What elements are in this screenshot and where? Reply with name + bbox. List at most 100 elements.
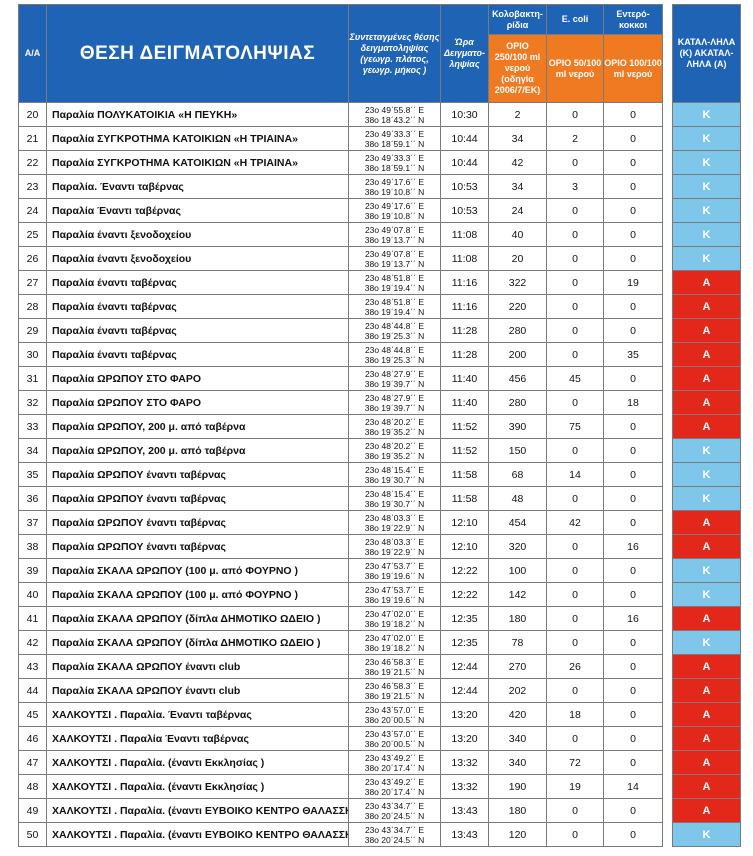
coliforms: 456 — [488, 366, 547, 391]
coordinate: 23ο 46΄58.3΄΄ Ε — [364, 656, 425, 667]
coords: 23ο 46΄58.3΄΄ Ε 38ο 19΄21.5΄΄ Ν — [348, 654, 441, 679]
enterococci: 0 — [603, 126, 663, 151]
coordinate: 23ο 47΄02.0΄΄ Ε — [364, 632, 425, 643]
enterococci: 35 — [603, 342, 663, 367]
coords: 23ο 49΄55.8΄΄ Ε 38ο 18΄43.2΄΄ Ν — [348, 102, 441, 127]
enterococci: 0 — [603, 798, 663, 823]
header-coliforms-limit: ΟΡΙΟ 250/100 ml νερού (οδηγία 2006/7/ΕΚ) — [488, 34, 547, 103]
enterococci: 16 — [603, 534, 663, 559]
coordinate: 38ο 19΄35.2΄΄ Ν — [364, 426, 425, 437]
row-index: 37 — [18, 510, 47, 535]
coords: 23ο 49΄33.3΄΄ Ε 38ο 18΄59.1΄΄ Ν — [348, 126, 441, 151]
row: 41 Παραλία ΣΚΑΛΑ ΩΡΩΠΟΥ (δίπλα ΔΗΜΟΤΙΚΟ Ω… — [18, 606, 741, 631]
enterococci: 0 — [603, 486, 663, 511]
row-index: 22 — [18, 150, 47, 175]
coordinate: 38ο 19΄21.5΄΄ Ν — [364, 666, 425, 677]
time: 12:10 — [440, 510, 489, 535]
coords: 23ο 49΄33.3΄΄ Ε 38ο 18΄59.1΄΄ Ν — [348, 150, 441, 175]
row: 43 Παραλία ΣΚΑΛΑ ΩΡΩΠΟΥ έναντι club 23ο 46… — [18, 654, 741, 679]
coliforms: 280 — [488, 390, 547, 415]
result: Κ — [672, 126, 741, 151]
place: Παραλία ΣΚΑΛΑ ΩΡΩΠΟΥ έναντι club — [46, 654, 349, 679]
coordinate: 23ο 43΄34.7΄΄ Ε — [364, 824, 425, 835]
header-coliforms: Κολοβακτη-ρίδια — [488, 4, 547, 35]
result: Α — [672, 774, 741, 799]
coords: 23ο 43΄49.2΄΄ Ε 38ο 20΄17.4΄΄ Ν — [348, 750, 441, 775]
table-header: Α/Α ΘΕΣΗ ΔΕΙΓΜΑΤΟΛΗΨΙΑΣ Συντεταγμένες θέ… — [18, 4, 741, 103]
coords: 23ο 48΄20.2΄΄ Ε 38ο 19΄35.2΄΄ Ν — [348, 414, 441, 439]
ecoli: 75 — [546, 414, 604, 439]
enterococci: 0 — [603, 246, 663, 271]
enterococci: 0 — [603, 582, 663, 607]
row: 24 Παραλία Έναντι ταβέρνας 23ο 49΄17.6΄΄ Ε… — [18, 198, 741, 223]
coordinate: 23ο 49΄33.3΄΄ Ε — [364, 128, 425, 139]
time: 11:28 — [440, 342, 489, 367]
place: Παραλία ΣΚΑΛΑ ΩΡΩΠΟΥ έναντι club — [46, 678, 349, 703]
row: 31 Παραλία ΩΡΩΠΟΥ ΣΤΟ ΦΑΡΟ 23ο 48΄27.9΄΄ Ε… — [18, 366, 741, 391]
time: 10:53 — [440, 198, 489, 223]
enterococci: 19 — [603, 270, 663, 295]
coordinate: 23ο 48΄44.8΄΄ Ε — [364, 344, 425, 355]
coliforms: 2 — [488, 102, 547, 127]
row-index: 21 — [18, 126, 47, 151]
coliforms: 390 — [488, 414, 547, 439]
time: 10:53 — [440, 174, 489, 199]
header-time: Ώρα Δειγματο-ληψίας — [440, 4, 489, 103]
coordinate: 38ο 20΄00.5΄΄ Ν — [364, 738, 425, 749]
enterococci: 0 — [603, 630, 663, 655]
result: Α — [672, 414, 741, 439]
coliforms: 420 — [488, 702, 547, 727]
enterococci: 0 — [603, 174, 663, 199]
coordinate: 38ο 19΄18.2΄΄ Ν — [364, 618, 425, 629]
coordinate: 38ο 18΄59.1΄΄ Ν — [364, 138, 425, 149]
ecoli: 0 — [546, 486, 604, 511]
spacer — [662, 318, 673, 343]
ecoli: 0 — [546, 198, 604, 223]
row: 48 ΧΑΛΚΟΥΤΣΙ . Παραλία. (έναντι Εκκλησίας… — [18, 774, 741, 799]
place: Παραλία έναντι ξενοδοχείου — [46, 222, 349, 247]
row-index: 25 — [18, 222, 47, 247]
coordinate: 23ο 43΄49.2΄΄ Ε — [364, 776, 425, 787]
ecoli: 45 — [546, 366, 604, 391]
ecoli: 0 — [546, 678, 604, 703]
result: Α — [672, 678, 741, 703]
result: Α — [672, 534, 741, 559]
result: Α — [672, 510, 741, 535]
result: Κ — [672, 486, 741, 511]
ecoli: 0 — [546, 798, 604, 823]
spacer — [662, 294, 673, 319]
enterococci: 0 — [603, 726, 663, 751]
time: 11:08 — [440, 246, 489, 271]
enterococci: 0 — [603, 294, 663, 319]
row: 26 Παραλία έναντι ξενοδοχείου 23ο 49΄07.8΄… — [18, 246, 741, 271]
header-enterococci: Εντερό-κοκκοι — [603, 4, 663, 35]
row: 27 Παραλία έναντι ταβέρνας 23ο 48΄51.8΄΄ Ε… — [18, 270, 741, 295]
row-index: 47 — [18, 750, 47, 775]
ecoli: 0 — [546, 726, 604, 751]
place: Παραλία ΩΡΩΠΟΥ έναντι ταβέρνας — [46, 510, 349, 535]
enterococci: 0 — [603, 198, 663, 223]
result: Α — [672, 750, 741, 775]
coords: 23ο 49΄17.6΄΄ Ε 38ο 19΄10.8΄΄ Ν — [348, 174, 441, 199]
coordinate: 38ο 19΄35.2΄΄ Ν — [364, 450, 425, 461]
row-index: 32 — [18, 390, 47, 415]
row: 28 Παραλία έναντι ταβέρνας 23ο 48΄51.8΄΄ Ε… — [18, 294, 741, 319]
coordinate: 38ο 19΄21.5΄΄ Ν — [364, 690, 425, 701]
place: Παραλία ΣΥΓΚΡΟΤΗΜΑ ΚΑΤΟΙΚΙΩΝ «Η ΤΡΙΑΙΝΑ» — [46, 150, 349, 175]
header-place: ΘΕΣΗ ΔΕΙΓΜΑΤΟΛΗΨΙΑΣ — [46, 4, 349, 103]
result: Α — [672, 390, 741, 415]
coliforms: 40 — [488, 222, 547, 247]
ecoli: 0 — [546, 438, 604, 463]
row-index: 29 — [18, 318, 47, 343]
coliforms: 24 — [488, 198, 547, 223]
result: Κ — [672, 246, 741, 271]
row: 30 Παραλία έναντι ταβέρνας 23ο 48΄44.8΄΄ Ε… — [18, 342, 741, 367]
coliforms: 120 — [488, 822, 547, 847]
header-coords: Συντεταγμένες θέσης δειγματοληψίας (γεωγ… — [348, 4, 441, 103]
coordinate: 23ο 48΄51.8΄΄ Ε — [364, 296, 425, 307]
spacer — [662, 486, 673, 511]
place: ΧΑΛΚΟΥΤΣΙ . Παραλία. Έναντι ταβέρνας — [46, 702, 349, 727]
result: Κ — [672, 438, 741, 463]
place: Παραλία ΣΚΑΛΑ ΩΡΩΠΟΥ (δίπλα ΔΗΜΟΤΙΚΟ ΩΔΕ… — [46, 630, 349, 655]
